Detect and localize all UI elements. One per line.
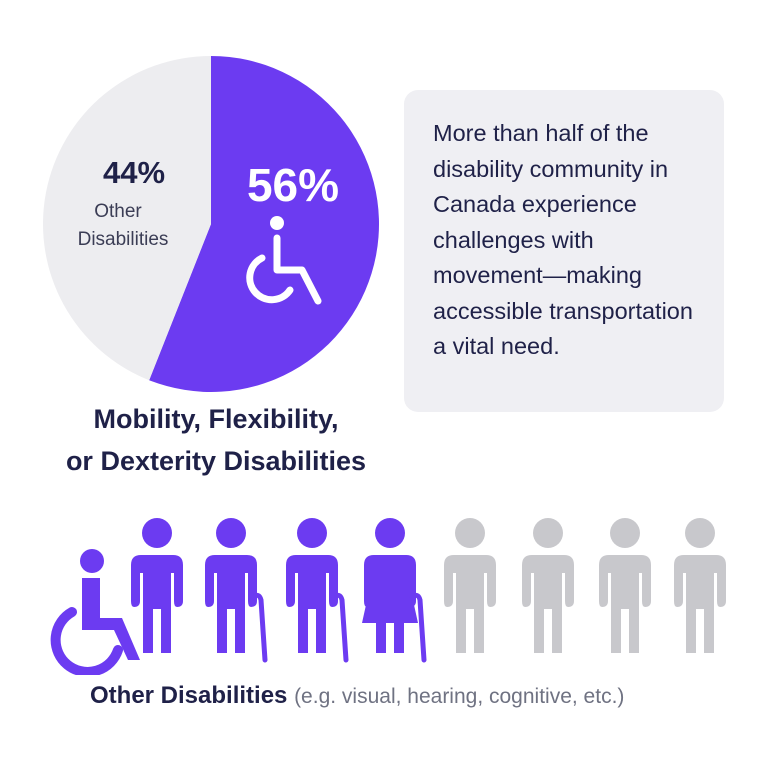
pie-major-pct: 56% [247, 159, 339, 211]
pie-slice-minor [42, 56, 211, 381]
woman-with-cane-icon [362, 518, 427, 663]
wheelchair-icon [246, 216, 322, 305]
person-icon [599, 518, 651, 653]
people-row [50, 518, 726, 675]
person-icon [674, 518, 726, 653]
pie-caption-line1: Mobility, Flexibility, [93, 404, 339, 434]
pie-caption-line2: or Dexterity Disabilities [65, 446, 367, 476]
bottom-caption-strong: Other Disabilities [90, 682, 288, 709]
pie-slice-major [149, 56, 379, 392]
bottom-caption-muted: (e.g. visual, hearing, cognitive, etc.) [294, 685, 625, 708]
bottom-caption: Other Disabilities (e.g. visual, hearing… [90, 678, 624, 715]
person-icon [444, 518, 496, 653]
pie-minor-label-line1: Other [94, 201, 142, 222]
person-icon [131, 518, 183, 653]
pie-minor-label-line2: Disabilities [78, 229, 169, 250]
person-with-cane-icon [286, 518, 349, 663]
pie-chart: 56% 44% Other Disabilities [42, 56, 379, 392]
wheelchair-user-icon [50, 549, 140, 675]
callout-text: More than half of the disability communi… [433, 120, 693, 359]
pie-minor-pct: 44% [103, 155, 165, 190]
person-with-cane-icon [205, 518, 268, 663]
info-callout: More than half of the disability communi… [404, 90, 724, 412]
person-icon [522, 518, 574, 653]
pie-caption: Mobility, Flexibility, or Dexterity Disa… [0, 398, 432, 482]
